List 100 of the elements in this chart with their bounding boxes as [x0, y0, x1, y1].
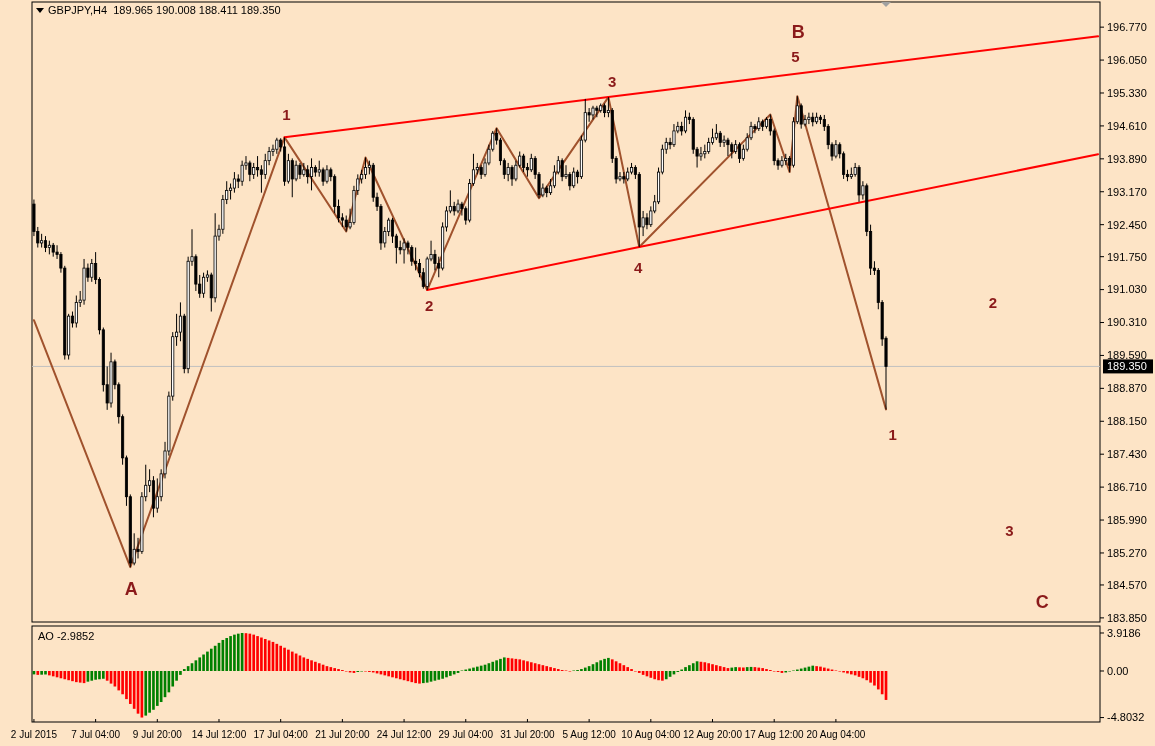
bar — [707, 663, 710, 671]
bar — [63, 670, 67, 680]
bar — [155, 670, 159, 706]
bar — [287, 649, 290, 671]
y-tick-label: 186.710 — [1107, 480, 1147, 493]
annotation: 4 — [634, 259, 644, 277]
bar — [445, 670, 448, 678]
bar — [715, 665, 718, 671]
candlestick — [522, 153, 526, 173]
candlestick — [248, 160, 252, 182]
bar — [398, 670, 402, 680]
bar — [583, 667, 587, 671]
bar — [102, 670, 105, 679]
bar — [811, 665, 815, 671]
x-tick-label: 21 Jul 20:00 — [315, 729, 371, 740]
bar — [703, 662, 707, 671]
candlestick — [390, 217, 395, 244]
x-tick-label: 9 Jul 20:00 — [132, 729, 183, 740]
bar — [198, 657, 202, 671]
x-tick-label: 12 Aug 20:00 — [683, 729, 743, 740]
x-tick-label: 7 Jul 04:00 — [71, 729, 121, 740]
annotation: 1 — [888, 426, 897, 444]
bar — [252, 634, 256, 671]
bar — [869, 670, 872, 683]
x-tick-label: 29 Jul 04:00 — [438, 729, 494, 740]
y-tick-label: 188.150 — [1107, 415, 1147, 428]
bar — [545, 666, 549, 671]
y-tick-label: 192.450 — [1107, 218, 1147, 231]
bar — [229, 636, 232, 671]
bar — [449, 670, 452, 676]
bar — [44, 670, 47, 675]
bar — [310, 660, 313, 671]
candlestick — [506, 162, 510, 182]
x-tick-label: 17 Jul 04:00 — [253, 729, 309, 740]
y-tick-label: 0.00 — [1107, 664, 1129, 677]
bar — [653, 670, 657, 680]
annotation: C — [1035, 592, 1049, 613]
bar — [202, 654, 205, 671]
bar — [67, 670, 70, 681]
y-tick-label: 184.570 — [1107, 578, 1147, 591]
bar — [256, 636, 259, 671]
annotation: 3 — [608, 73, 617, 91]
x-tick-label: 31 Jul 20:00 — [500, 729, 556, 740]
y-tick-label: -4.8032 — [1107, 711, 1145, 724]
candlestick — [414, 247, 418, 271]
chart-title: GBPJPY,H4 189.965 190.008 188.411 189.350 — [48, 4, 281, 16]
candlestick — [90, 258, 94, 283]
bar — [410, 670, 414, 683]
candlestick — [572, 167, 576, 189]
bar — [71, 670, 74, 682]
y-tick-label: 183.850 — [1107, 611, 1147, 624]
bar — [290, 651, 294, 671]
bar — [148, 670, 151, 713]
candlestick — [753, 123, 757, 134]
bar — [626, 667, 630, 671]
annotation: 2 — [424, 297, 434, 315]
y-tick-label: 193.890 — [1107, 152, 1147, 165]
candlestick — [726, 137, 730, 157]
candlestick — [552, 164, 556, 189]
bar — [206, 651, 209, 671]
bar — [260, 637, 263, 671]
candlestick — [834, 139, 838, 159]
bar — [734, 667, 737, 671]
x-tick-label: 17 Aug 12:00 — [744, 729, 805, 740]
bar — [48, 670, 51, 676]
bar — [98, 670, 101, 680]
bar — [472, 667, 475, 671]
bar — [865, 670, 869, 681]
candlestick — [232, 171, 236, 194]
candlestick — [294, 160, 298, 182]
bar — [329, 667, 333, 671]
annotation: A — [124, 579, 138, 600]
x-tick-label: 14 Jul 12:00 — [191, 729, 247, 740]
bar — [422, 670, 425, 684]
bar — [718, 666, 722, 671]
bar — [51, 670, 55, 677]
bar — [502, 657, 506, 671]
x-tick-label: 2 Jul 2015 — [10, 729, 58, 740]
candlestick — [202, 272, 206, 299]
bar — [90, 670, 94, 681]
bar — [418, 670, 421, 684]
bar — [306, 658, 309, 671]
bar — [553, 668, 556, 671]
bar — [263, 638, 267, 671]
bar — [846, 670, 849, 674]
x-tick-label: 20 Aug 04:00 — [806, 729, 866, 740]
bar — [383, 670, 387, 676]
bar — [826, 668, 830, 671]
bar — [437, 670, 441, 680]
bar — [529, 662, 533, 671]
bar — [738, 667, 741, 671]
bar — [468, 668, 471, 671]
bar — [823, 667, 826, 671]
x-tick-label: 10 Aug 04:00 — [621, 729, 681, 740]
candlestick — [529, 153, 533, 173]
bar — [873, 670, 876, 686]
candlestick — [807, 112, 811, 125]
bar — [761, 668, 764, 671]
bar — [688, 665, 691, 671]
annotation: 3 — [1005, 522, 1014, 540]
